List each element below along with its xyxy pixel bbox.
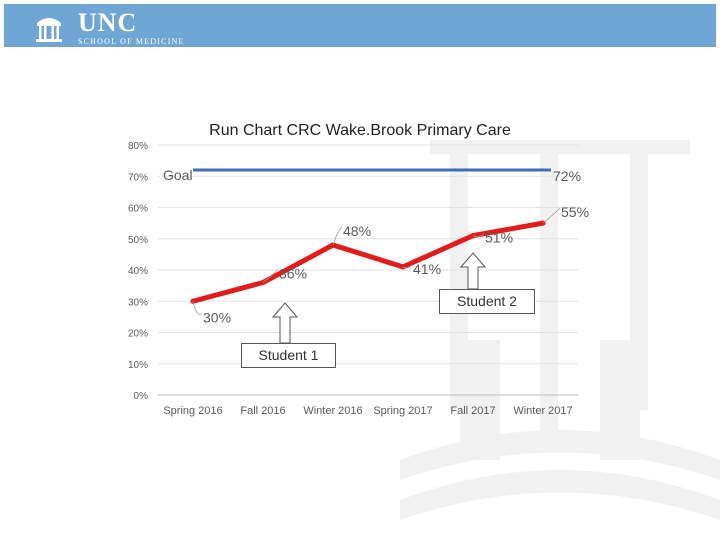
data-label-leader	[472, 233, 485, 238]
callout-student-1: Student 1	[241, 343, 336, 368]
x-tick-label: Spring 2016	[163, 405, 222, 417]
goal-label: Goal	[163, 167, 193, 183]
up-arrow-icon	[271, 302, 299, 344]
y-tick-label: 70%	[128, 172, 148, 183]
x-tick-label: Spring 2017	[373, 405, 432, 417]
y-tick-label: 10%	[128, 360, 148, 371]
series-line	[190, 220, 546, 304]
y-tick-label: 80%	[128, 141, 148, 152]
data-label-leader	[262, 269, 279, 283]
data-label: 30%	[203, 309, 231, 325]
data-label: 36%	[279, 266, 307, 282]
x-axis-ticks: Spring 2016 Fall 2016 Winter 2016 Spring 20…	[163, 405, 572, 417]
data-label-leader	[192, 301, 203, 315]
y-tick-label: 60%	[128, 204, 148, 215]
data-label: 41%	[413, 261, 441, 277]
y-tick-label: 0%	[134, 391, 149, 402]
series-run	[190, 220, 546, 304]
old-well-watermark	[400, 140, 720, 520]
x-tick-label: Winter 2017	[513, 405, 572, 417]
logo-primary-text: UNC	[78, 8, 138, 37]
y-tick-label: 50%	[128, 235, 148, 246]
data-label-leader	[402, 264, 413, 269]
y-axis-ticks: 0% 10% 20% 30% 40% 50% 60% 70% 80%	[128, 141, 148, 402]
unc-logo: UNC SCHOOL OF MEDICINE	[78, 10, 185, 47]
logo-secondary-text: SCHOOL OF MEDICINE	[78, 37, 185, 46]
header-banner: UNC SCHOOL OF MEDICINE	[4, 4, 716, 47]
y-tick-label: 40%	[128, 266, 148, 277]
data-label: 48%	[343, 223, 371, 239]
y-tick-label: 20%	[128, 329, 148, 340]
data-label: 51%	[485, 230, 513, 246]
old-well-icon	[36, 18, 62, 42]
x-tick-label: Fall 2017	[450, 405, 495, 417]
x-tick-label: Winter 2016	[303, 405, 362, 417]
chart-title: Run Chart CRC Wake.Brook Primary Care	[209, 122, 511, 139]
data-label-leader	[332, 226, 343, 246]
data-label: 55%	[561, 204, 589, 220]
up-arrow-icon	[459, 252, 487, 290]
gridlines	[158, 144, 578, 396]
data-label-leader	[542, 207, 561, 224]
callout-student-2: Student 2	[439, 289, 535, 314]
goal-line-group: Goal 72%	[163, 167, 581, 184]
y-tick-label: 30%	[128, 297, 148, 308]
data-labels: 30% 36% 48% 41% 51% 55%	[192, 204, 589, 325]
x-tick-label: Fall 2016	[240, 405, 285, 417]
goal-value-label: 72%	[553, 168, 581, 184]
